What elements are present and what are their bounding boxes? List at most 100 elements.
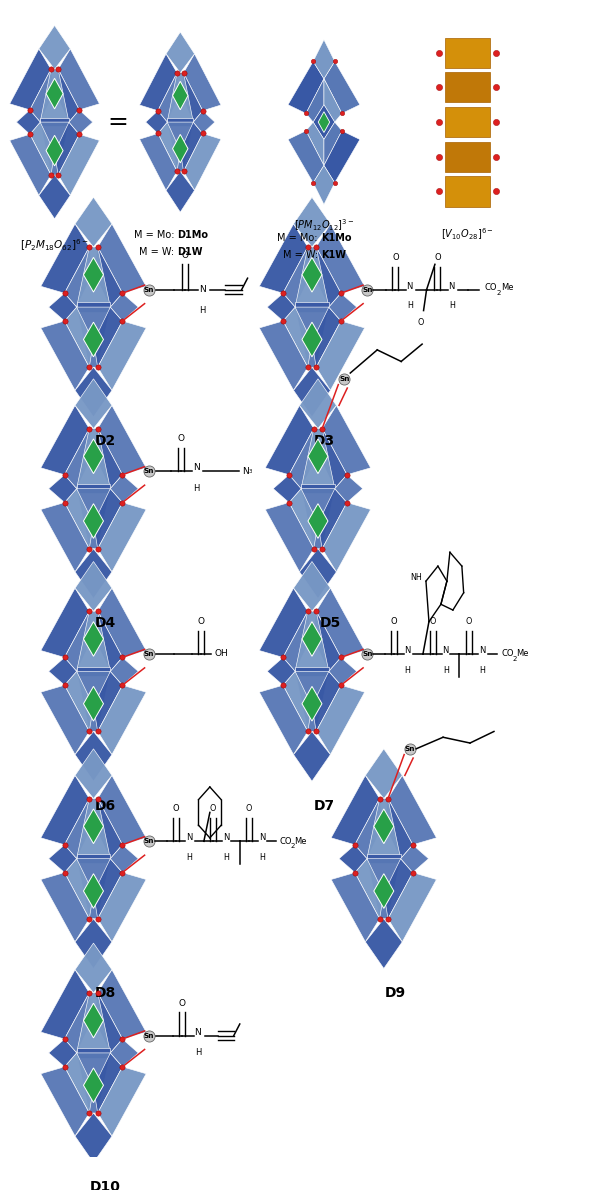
- Text: 2: 2: [290, 843, 295, 848]
- Text: N: N: [407, 282, 413, 290]
- Polygon shape: [75, 549, 112, 599]
- Polygon shape: [49, 845, 77, 872]
- Polygon shape: [299, 549, 337, 599]
- Polygon shape: [316, 321, 365, 390]
- Polygon shape: [312, 307, 341, 368]
- Polygon shape: [295, 248, 329, 307]
- Text: Sn: Sn: [143, 1033, 154, 1039]
- Text: D10: D10: [90, 1180, 121, 1190]
- Polygon shape: [329, 293, 357, 321]
- Text: Sn: Sn: [362, 287, 373, 293]
- Text: K1W: K1W: [321, 250, 346, 261]
- Polygon shape: [301, 484, 335, 494]
- Text: NH: NH: [410, 574, 422, 582]
- Polygon shape: [75, 198, 112, 248]
- Polygon shape: [39, 25, 70, 69]
- Polygon shape: [173, 134, 188, 163]
- Text: N: N: [479, 646, 485, 655]
- Polygon shape: [94, 428, 122, 489]
- Text: H: H: [259, 853, 265, 862]
- Polygon shape: [98, 406, 146, 475]
- Polygon shape: [318, 112, 329, 132]
- Text: M = Mo:: M = Mo:: [277, 233, 321, 243]
- Text: O: O: [181, 251, 188, 259]
- Polygon shape: [41, 588, 89, 657]
- Bar: [445, 73, 490, 102]
- Polygon shape: [166, 171, 194, 212]
- Polygon shape: [367, 798, 401, 859]
- Polygon shape: [77, 612, 110, 671]
- Polygon shape: [83, 503, 103, 538]
- Polygon shape: [40, 69, 69, 123]
- Text: H: H: [186, 853, 192, 862]
- Text: N: N: [404, 646, 410, 655]
- Polygon shape: [83, 1003, 103, 1038]
- Polygon shape: [288, 131, 324, 183]
- Polygon shape: [49, 475, 77, 502]
- Polygon shape: [331, 776, 380, 845]
- Polygon shape: [306, 123, 324, 165]
- Polygon shape: [77, 1053, 110, 1113]
- Text: 2: 2: [497, 290, 501, 296]
- Text: N: N: [199, 286, 206, 294]
- Polygon shape: [146, 111, 167, 133]
- Polygon shape: [94, 248, 122, 307]
- Polygon shape: [77, 484, 110, 494]
- Text: H: H: [404, 665, 410, 675]
- Polygon shape: [312, 612, 341, 671]
- Polygon shape: [69, 109, 93, 134]
- Polygon shape: [77, 307, 110, 368]
- Polygon shape: [289, 489, 318, 549]
- Polygon shape: [41, 776, 89, 845]
- Polygon shape: [167, 118, 193, 126]
- Polygon shape: [301, 428, 335, 489]
- Polygon shape: [388, 872, 436, 942]
- Polygon shape: [65, 489, 94, 549]
- Text: M = W:: M = W:: [139, 248, 177, 257]
- Polygon shape: [401, 845, 428, 872]
- Text: Sn: Sn: [143, 469, 154, 475]
- Text: O: O: [198, 618, 205, 626]
- Polygon shape: [312, 671, 341, 732]
- Polygon shape: [75, 562, 112, 612]
- Polygon shape: [184, 54, 221, 111]
- Polygon shape: [289, 428, 318, 489]
- Polygon shape: [259, 588, 308, 657]
- Text: Sn: Sn: [362, 651, 373, 657]
- Polygon shape: [110, 657, 138, 685]
- Polygon shape: [41, 685, 89, 754]
- Polygon shape: [41, 321, 89, 390]
- Polygon shape: [98, 970, 146, 1039]
- Polygon shape: [41, 406, 89, 475]
- Polygon shape: [283, 671, 312, 732]
- Text: O: O: [392, 253, 399, 262]
- Text: N: N: [186, 833, 192, 843]
- Text: N: N: [194, 1028, 201, 1036]
- Polygon shape: [308, 439, 328, 474]
- Polygon shape: [77, 302, 110, 312]
- Polygon shape: [10, 134, 51, 195]
- Polygon shape: [55, 123, 79, 175]
- Polygon shape: [302, 257, 322, 292]
- Text: N: N: [242, 466, 249, 476]
- Text: CO: CO: [502, 650, 514, 658]
- Text: D1Mo: D1Mo: [177, 230, 208, 239]
- Text: N: N: [449, 282, 455, 290]
- Text: O: O: [245, 804, 252, 814]
- Polygon shape: [83, 322, 103, 357]
- Polygon shape: [331, 872, 380, 942]
- Text: $_3$: $_3$: [248, 466, 253, 476]
- Polygon shape: [77, 992, 110, 1053]
- Polygon shape: [367, 859, 401, 919]
- Polygon shape: [365, 749, 402, 798]
- Polygon shape: [94, 489, 122, 549]
- Polygon shape: [140, 133, 177, 190]
- Text: O: O: [177, 434, 184, 444]
- Polygon shape: [355, 859, 384, 919]
- Polygon shape: [94, 992, 122, 1053]
- Polygon shape: [173, 81, 188, 109]
- Text: OH: OH: [215, 650, 229, 658]
- Text: H: H: [199, 306, 206, 315]
- Polygon shape: [184, 133, 221, 190]
- Text: O: O: [209, 804, 216, 814]
